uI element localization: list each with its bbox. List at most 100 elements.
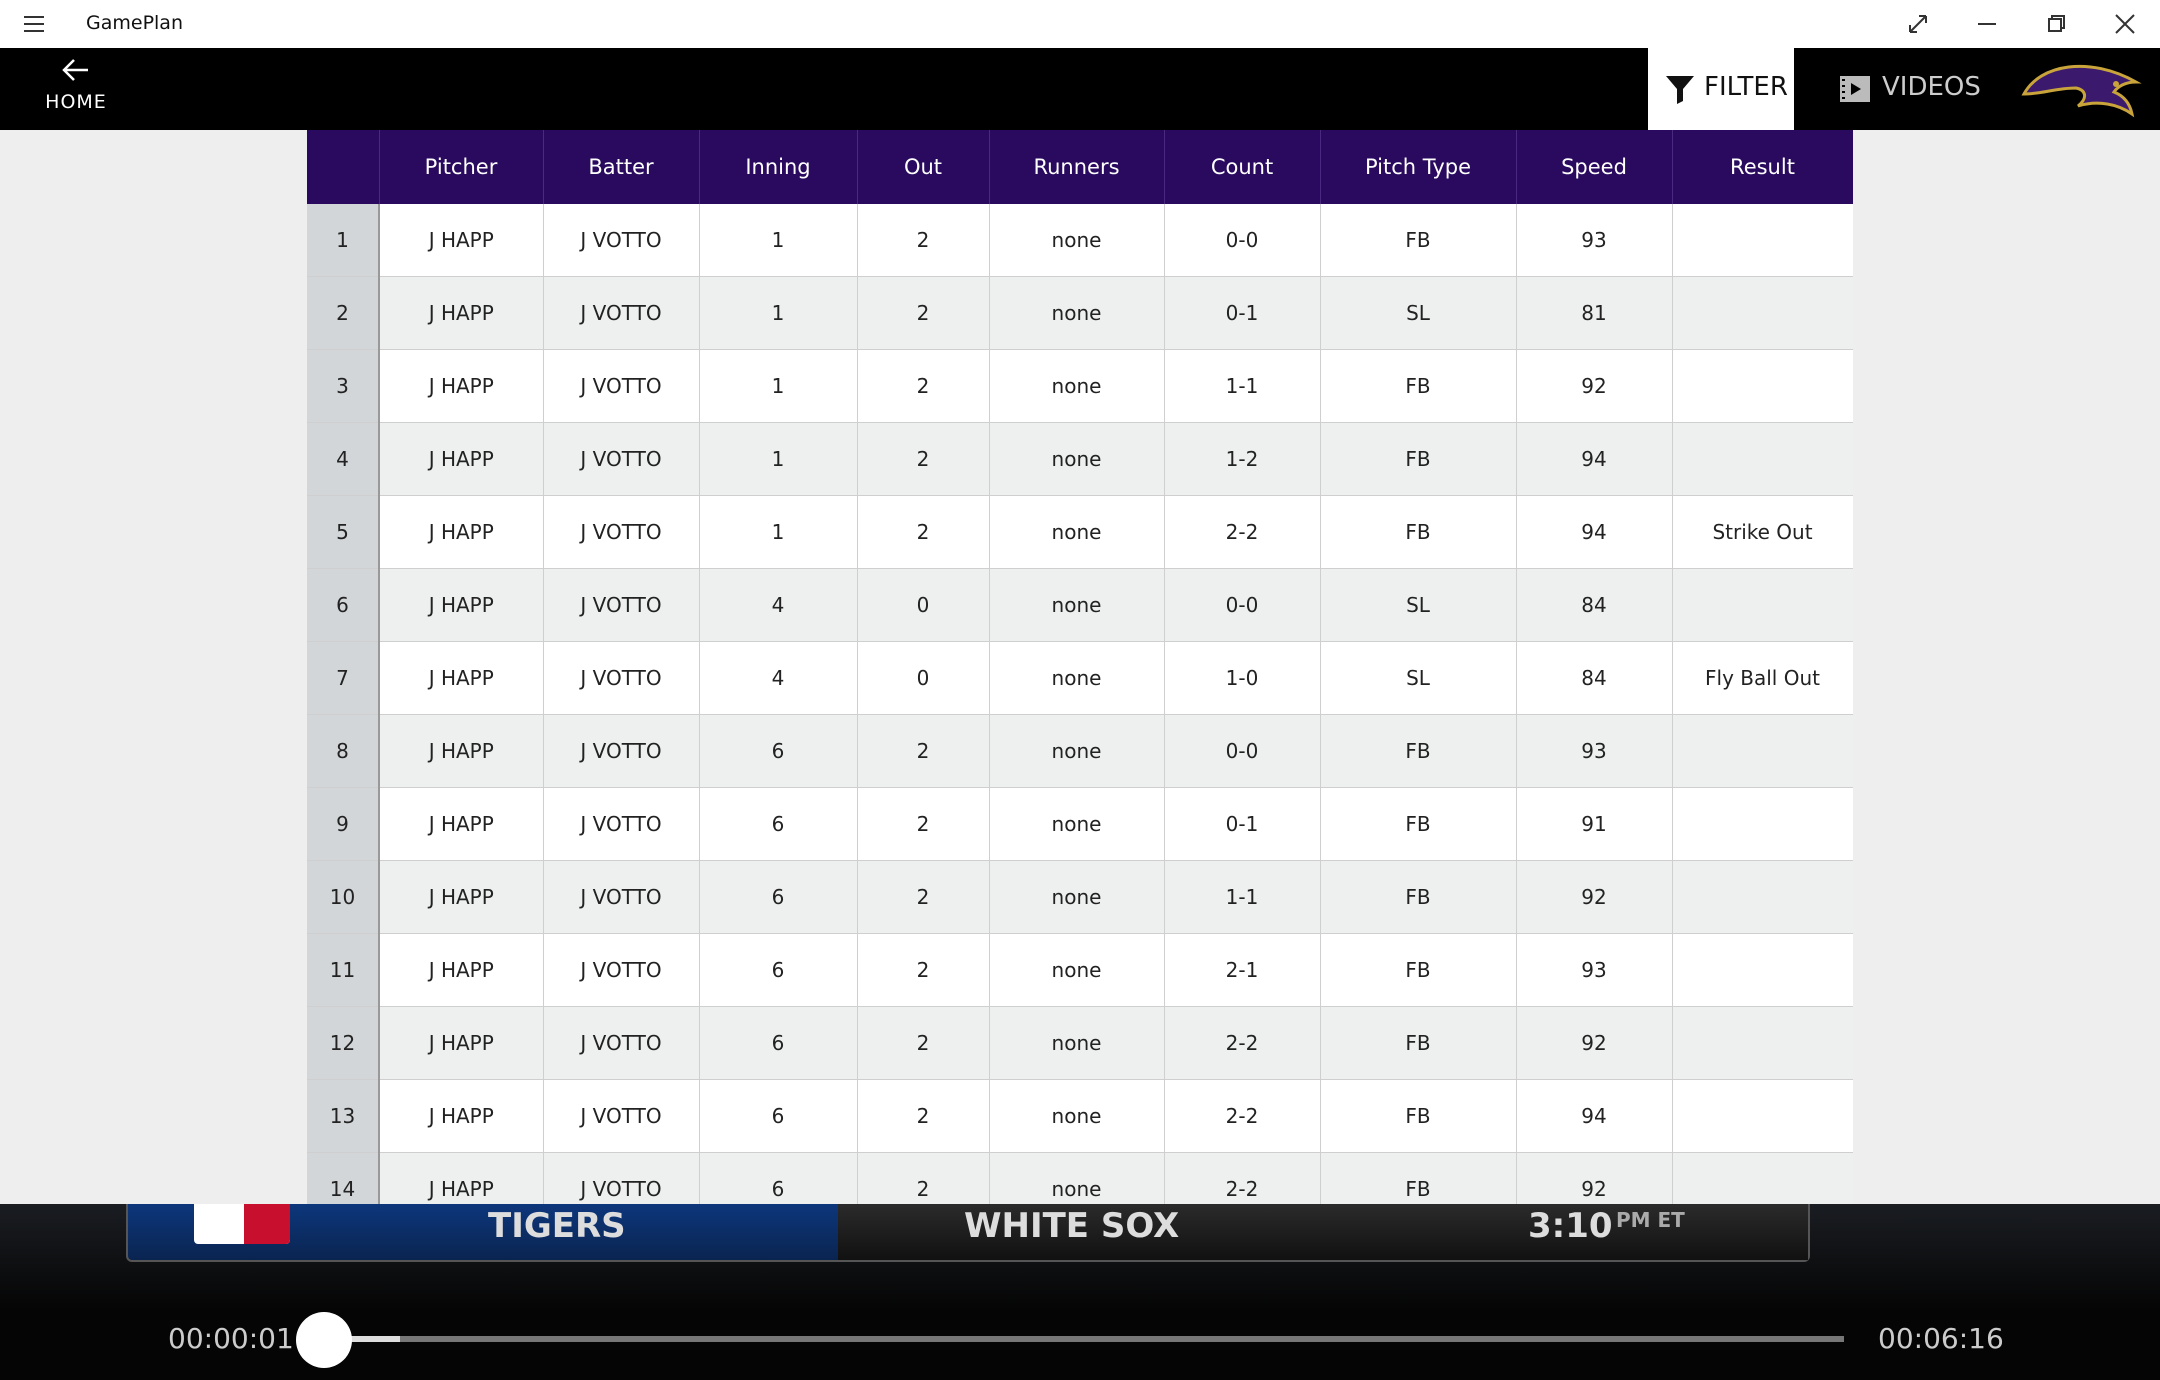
table-cell: 4 (699, 568, 858, 642)
row-number: 10 (307, 860, 380, 934)
table-row[interactable]: 11 J HAPP J VOTTO 6 2 none 2-1 FB 93 (307, 933, 1853, 1007)
table-cell: 81 (1516, 276, 1673, 350)
filter-button[interactable]: FILTER (1648, 48, 1794, 130)
home-button[interactable]: HOME (40, 56, 112, 113)
table-cell: none (989, 714, 1165, 788)
column-header: Batter (543, 130, 700, 204)
table-cell: FB (1320, 714, 1517, 788)
table-cell: 2 (857, 933, 990, 1007)
row-number: 7 (307, 641, 380, 715)
table-row[interactable]: 14 J HAPP J VOTTO 6 2 none 2-2 FB 92 (307, 1152, 1853, 1204)
row-number: 1 (307, 204, 380, 277)
table-cell: 92 (1516, 1152, 1673, 1204)
videos-icon (1840, 76, 1870, 102)
table-cell: 93 (1516, 204, 1673, 277)
column-header: Out (857, 130, 990, 204)
restore-icon[interactable] (2048, 15, 2065, 32)
empty-cell (1672, 1006, 1853, 1080)
table-cell: J VOTTO (543, 1152, 700, 1204)
table-cell: 1 (699, 422, 858, 496)
close-icon[interactable] (2115, 14, 2135, 34)
table-cell: 84 (1516, 568, 1673, 642)
table-cell: SL (1320, 276, 1517, 350)
column-header: Inning (699, 130, 858, 204)
empty-cell (1672, 276, 1853, 350)
table-cell: FB (1320, 495, 1517, 569)
table-cell: none (989, 568, 1165, 642)
table-cell: 2-2 (1164, 1152, 1321, 1204)
table-cell: 92 (1516, 1006, 1673, 1080)
table-cell: 2 (857, 422, 990, 496)
table-cell: none (989, 495, 1165, 569)
videos-button[interactable]: VIDEOS (1836, 48, 1981, 130)
filter-label: FILTER (1704, 72, 1788, 102)
table-cell: J VOTTO (543, 422, 700, 496)
table-cell: 6 (699, 933, 858, 1007)
table-cell: J HAPP (379, 204, 544, 277)
column-header: Count (1164, 130, 1321, 204)
table-cell: 0 (857, 568, 990, 642)
row-number: 9 (307, 787, 380, 861)
table-cell: J VOTTO (543, 568, 700, 642)
app-title: GamePlan (86, 12, 183, 34)
table-row[interactable]: 13 J HAPP J VOTTO 6 2 none 2-2 FB 94 (307, 1079, 1853, 1153)
table-cell: J HAPP (379, 568, 544, 642)
table-cell: 1 (699, 495, 858, 569)
table-cell: 1 (699, 276, 858, 350)
table-cell: SL (1320, 568, 1517, 642)
table-cell: 2-2 (1164, 495, 1321, 569)
table-cell: FB (1320, 422, 1517, 496)
table-cell: none (989, 349, 1165, 423)
table-cell: 0-1 (1164, 276, 1321, 350)
table-cell: 2 (857, 860, 990, 934)
table-cell: J VOTTO (543, 860, 700, 934)
menu-icon[interactable] (24, 16, 44, 32)
column-header: Result (1672, 130, 1853, 204)
empty-cell (1672, 568, 1853, 642)
table-cell: J HAPP (379, 1006, 544, 1080)
column-header: Runners (989, 130, 1165, 204)
progress-track[interactable] (324, 1336, 1844, 1342)
nav-bar: HOME FILTER VIDEOS (0, 48, 2160, 130)
row-number: 12 (307, 1006, 380, 1080)
table-cell: J HAPP (379, 641, 544, 715)
empty-cell (1672, 1079, 1853, 1153)
table-cell: 6 (699, 1079, 858, 1153)
table-cell: 2 (857, 349, 990, 423)
table-cell: 1 (699, 349, 858, 423)
row-number: 3 (307, 349, 380, 423)
scoreboard: TIGERS WHITE SOX 3:10 PM ET (126, 1204, 1810, 1262)
empty-cell (1672, 714, 1853, 788)
table-cell: 2 (857, 495, 990, 569)
empty-cell (1672, 204, 1853, 277)
table-cell: 1-1 (1164, 349, 1321, 423)
table-cell: 0-0 (1164, 568, 1321, 642)
table-cell: J VOTTO (543, 1079, 700, 1153)
row-number: 14 (307, 1152, 380, 1204)
table-cell: 0-1 (1164, 787, 1321, 861)
table-cell: 6 (699, 1006, 858, 1080)
table-cell: FB (1320, 933, 1517, 1007)
row-number: 11 (307, 933, 380, 1007)
table-row[interactable]: 10 J HAPP J VOTTO 6 2 none 1-1 FB 92 (307, 860, 1853, 934)
progress-knob[interactable] (296, 1312, 352, 1368)
table-cell: none (989, 276, 1165, 350)
fullscreen-icon[interactable] (1909, 15, 1927, 33)
table-cell: 0-0 (1164, 714, 1321, 788)
table-cell: none (989, 933, 1165, 1007)
table-row[interactable]: 12 J HAPP J VOTTO 6 2 none 2-2 FB 92 (307, 1006, 1853, 1080)
table-cell: J VOTTO (543, 495, 700, 569)
table-cell: J HAPP (379, 1079, 544, 1153)
row-number: 4 (307, 422, 380, 496)
table-cell: 94 (1516, 495, 1673, 569)
